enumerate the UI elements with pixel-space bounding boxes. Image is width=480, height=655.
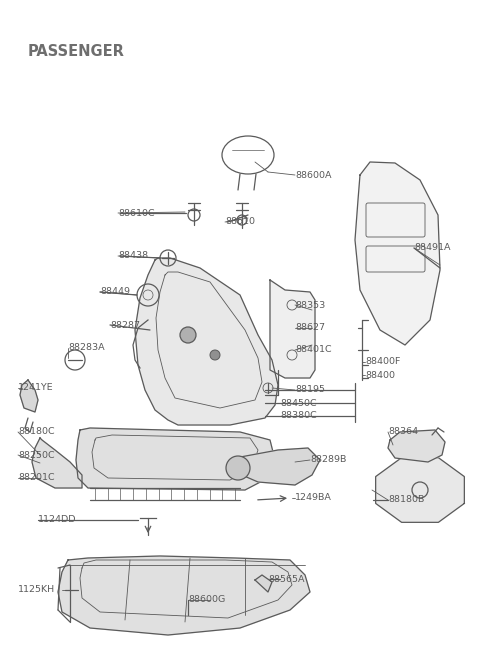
Polygon shape: [58, 556, 310, 635]
Polygon shape: [20, 380, 38, 412]
Text: 88400: 88400: [365, 371, 395, 379]
Text: 88380C: 88380C: [280, 411, 317, 421]
Text: 88491A: 88491A: [414, 244, 451, 252]
Text: 88400F: 88400F: [365, 358, 400, 367]
Polygon shape: [76, 428, 275, 490]
Text: 88449: 88449: [100, 288, 130, 297]
Polygon shape: [32, 438, 82, 488]
Polygon shape: [270, 280, 315, 378]
Polygon shape: [255, 575, 272, 592]
Text: 1241YE: 1241YE: [18, 383, 54, 392]
Circle shape: [180, 327, 196, 343]
Text: 88195: 88195: [295, 386, 325, 394]
Text: 88283A: 88283A: [68, 343, 105, 352]
Text: 88180C: 88180C: [18, 428, 55, 436]
Text: 88450C: 88450C: [280, 398, 317, 407]
Text: 88401C: 88401C: [295, 345, 332, 354]
Circle shape: [226, 456, 250, 480]
Text: 88610: 88610: [225, 217, 255, 227]
Circle shape: [210, 350, 220, 360]
Text: 88600G: 88600G: [188, 595, 225, 605]
Text: PASSENGER: PASSENGER: [28, 45, 125, 60]
Text: 88353: 88353: [295, 301, 325, 310]
Text: 88627: 88627: [295, 324, 325, 333]
Polygon shape: [376, 458, 464, 522]
Text: 88610C: 88610C: [118, 208, 155, 217]
Text: 1124DD: 1124DD: [38, 515, 76, 525]
Text: 88180B: 88180B: [388, 495, 424, 504]
Polygon shape: [388, 430, 445, 462]
Text: 88364: 88364: [388, 428, 418, 436]
Polygon shape: [228, 448, 320, 485]
Text: 1125KH: 1125KH: [18, 586, 55, 595]
Text: 88438: 88438: [118, 252, 148, 261]
Text: 88565A: 88565A: [268, 574, 304, 584]
Text: 88250C: 88250C: [18, 451, 55, 460]
Text: 88287: 88287: [110, 320, 140, 329]
Text: 88201C: 88201C: [18, 474, 55, 483]
Polygon shape: [135, 258, 278, 425]
Polygon shape: [355, 162, 440, 345]
Text: 88289B: 88289B: [310, 455, 347, 464]
Text: 1249BA: 1249BA: [295, 493, 332, 502]
Text: 88600A: 88600A: [295, 170, 332, 179]
